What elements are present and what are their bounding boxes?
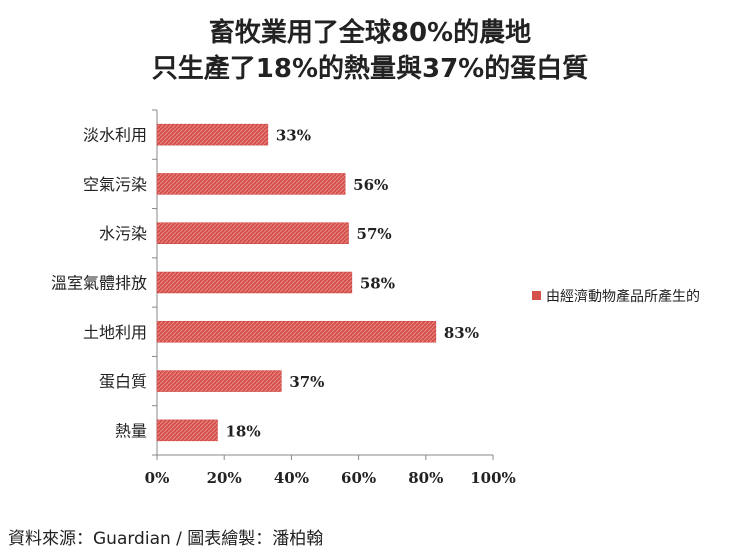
bar — [156, 271, 353, 294]
bar — [156, 370, 282, 392]
data-label: 18% — [225, 422, 260, 440]
chart-title-line-2: 只生產了18%的熱量與37%的蛋白質 — [151, 54, 589, 84]
category-label: 土地利用 — [83, 323, 147, 342]
bar — [156, 419, 218, 442]
data-label: 33% — [276, 127, 311, 145]
data-label: 56% — [353, 176, 388, 194]
bar — [156, 222, 349, 244]
x-tick-label: 100% — [470, 469, 516, 487]
data-label: 83% — [444, 324, 479, 342]
category-label: 熱量 — [115, 421, 147, 440]
bar — [156, 123, 269, 146]
source-credit: 資料來源：Guardian / 圖表繪製：潘柏翰 — [8, 529, 324, 549]
data-label: 57% — [357, 225, 392, 243]
x-tick-label: 0% — [145, 469, 170, 487]
chart-title-line-1: 畜牧業用了全球80%的農地 — [208, 18, 532, 48]
category-label: 空氣污染 — [83, 175, 147, 194]
data-label: 58% — [360, 275, 395, 293]
x-tick-label: 40% — [274, 469, 309, 487]
legend-swatch — [532, 291, 541, 300]
category-label: 水污染 — [99, 224, 147, 243]
data-label: 37% — [289, 373, 324, 391]
category-label: 蛋白質 — [99, 372, 147, 391]
category-label: 淡水利用 — [83, 126, 147, 145]
x-tick-label: 80% — [408, 469, 443, 487]
category-label: 溫室氣體排放 — [51, 274, 147, 293]
x-tick-label: 60% — [341, 469, 376, 487]
x-tick-label: 20% — [207, 469, 242, 487]
bar — [156, 321, 437, 343]
legend-label: 由經濟動物產品所產生的 — [546, 288, 700, 305]
bar — [156, 173, 346, 195]
